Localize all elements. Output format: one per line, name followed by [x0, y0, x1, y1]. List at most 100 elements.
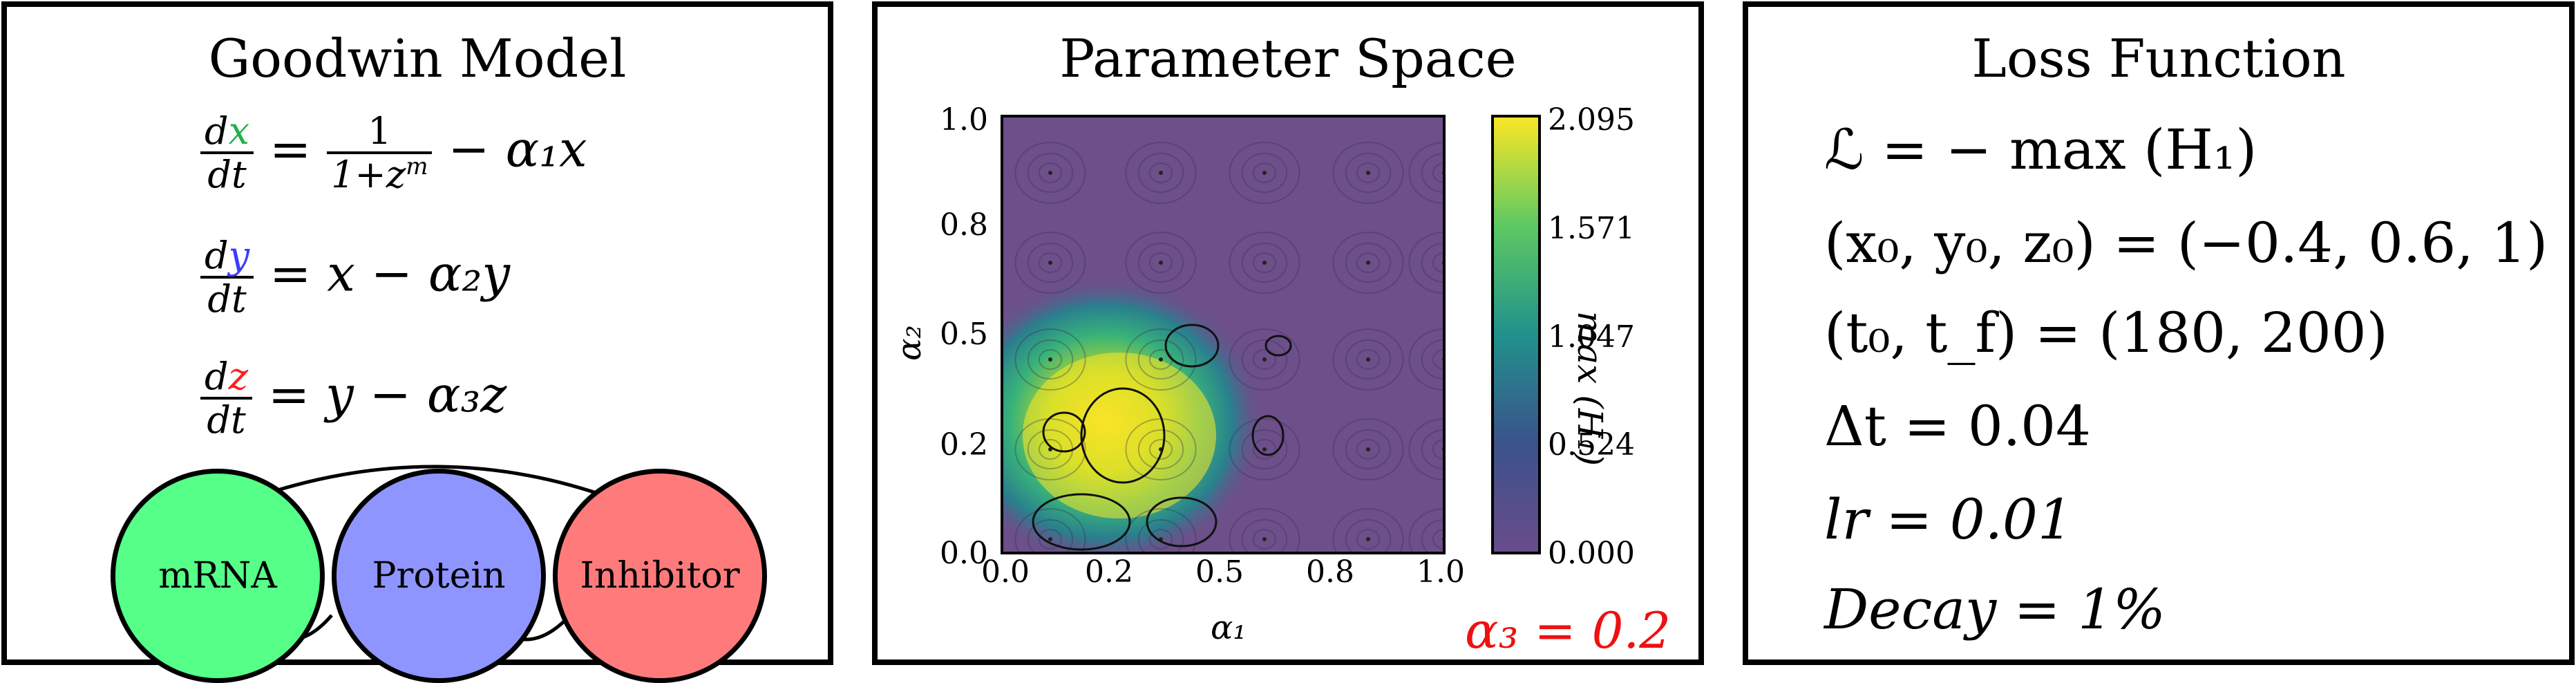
- equation-dy-dt: dy dt = x − α₂y: [200, 235, 510, 320]
- contour-center: [1159, 261, 1163, 265]
- contour-ring: [1014, 508, 1086, 553]
- contour-ring: [1252, 349, 1277, 370]
- colorbar: [1491, 115, 1541, 554]
- contour-ring: [1345, 243, 1392, 283]
- contour-ring: [1356, 162, 1381, 183]
- contour-ring: [1014, 232, 1086, 294]
- contour-ring: [1432, 529, 1444, 550]
- contour-center: [1262, 537, 1267, 541]
- contour-ring: [1137, 153, 1184, 193]
- equation-dx-dt: dx dt = 1 1+zm − α₁x: [200, 111, 587, 196]
- contour-center: [1366, 261, 1370, 265]
- loss-function-title: Loss Function: [1971, 28, 2346, 89]
- x-tick-label: 0.0: [981, 554, 1030, 590]
- x-tick-label: 0.2: [1085, 554, 1133, 590]
- contour-ring: [1252, 529, 1277, 550]
- contour-center: [1366, 537, 1370, 541]
- contour-ring: [1148, 252, 1173, 273]
- contour-center: [1366, 171, 1370, 175]
- node-inhibitor: Inhibitor: [553, 469, 767, 683]
- contour-ring: [1252, 162, 1277, 183]
- x-tick-label: 0.5: [1195, 554, 1244, 590]
- contour-ring: [1038, 252, 1063, 273]
- contour-ring: [1027, 339, 1074, 380]
- contour-ring: [1027, 153, 1074, 193]
- edge-mrna-inhibitor: [234, 465, 629, 507]
- contour-center: [1262, 171, 1267, 175]
- node-mrna: mRNA: [111, 469, 325, 683]
- contour-ring: [1229, 328, 1300, 391]
- contour-ring-dark: [1146, 496, 1218, 548]
- contour-ring-dark: [1164, 324, 1220, 368]
- parameter-space-title: Parameter Space: [1059, 28, 1517, 89]
- contour-ring: [1432, 252, 1444, 273]
- colorbar-label: max (H₁): [1570, 311, 1610, 466]
- contour-ring: [1332, 328, 1404, 391]
- hill-term: 1 1+zm: [327, 111, 433, 196]
- contour-ring: [1332, 418, 1404, 480]
- x-axis-label: α₁: [1211, 608, 1247, 647]
- contour-ring: [1038, 162, 1063, 183]
- contour-ring: [1356, 529, 1381, 550]
- contour-ring: [1229, 508, 1300, 553]
- y-tick-label: 0.5: [940, 317, 988, 352]
- contour-ring: [1137, 429, 1184, 469]
- contour-ring: [1332, 508, 1404, 553]
- contour-ring: [1038, 529, 1063, 550]
- contour-ring: [1125, 142, 1197, 204]
- plot-frame: [1001, 115, 1446, 554]
- x-tick-label: 0.8: [1306, 554, 1354, 590]
- contour-ring: [1241, 339, 1288, 380]
- contour-center: [1048, 537, 1052, 541]
- contour-ring: [1137, 243, 1184, 283]
- contour-ring: [1408, 232, 1444, 294]
- contour-ring-dark: [1032, 493, 1131, 551]
- contour-ring: [1432, 349, 1444, 370]
- contour-ring: [1356, 252, 1381, 273]
- initial-condition: (x₀, y₀, z₀) = (−0.4, 0.6, 1): [1824, 211, 2548, 275]
- contour-ring: [1408, 508, 1444, 553]
- contour-ring: [1038, 439, 1063, 460]
- contour-ring: [1345, 153, 1392, 193]
- contour-ring: [1038, 349, 1063, 370]
- contour-center: [1262, 447, 1267, 451]
- loss-equation: ℒ = − max (H₁): [1824, 118, 2257, 182]
- y-tick-label: 0.2: [940, 427, 988, 462]
- contour-ring: [1148, 162, 1173, 183]
- derivative-dy: dy dt: [200, 235, 254, 320]
- heatmap-plot: [1001, 115, 1541, 554]
- contour-ring: [1345, 519, 1392, 553]
- contour-ring: [1432, 439, 1444, 460]
- contour-ring: [1027, 519, 1074, 553]
- goodwin-panel: Goodwin Model dx dt = 1 1+zm − α₁x dy dt…: [1, 1, 833, 683]
- contour-ring: [1332, 232, 1404, 294]
- contour-ring-dark: [1042, 411, 1086, 453]
- time-window: (t₀, t_f) = (180, 200): [1824, 301, 2388, 365]
- contour-ring: [1432, 162, 1444, 183]
- contour-ring: [1137, 339, 1184, 380]
- y-tick-label: 0.8: [940, 207, 988, 243]
- contour-ring: [1137, 519, 1184, 553]
- contour-ring: [1345, 429, 1392, 469]
- contour-center: [1262, 357, 1267, 362]
- contour-ring: [1229, 418, 1300, 480]
- colorbar-tick-label: 2.095: [1548, 102, 1635, 138]
- contour-ring: [1408, 142, 1444, 204]
- contour-ring: [1027, 243, 1074, 283]
- contour-ring: [1241, 153, 1288, 193]
- colorbar-tick-label: 1.047: [1548, 319, 1635, 355]
- loss-function-panel: Loss Function ℒ = − max (H₁) (x₀, y₀, z₀…: [1743, 1, 2575, 665]
- colorbar-tick-label: 0.000: [1548, 536, 1635, 571]
- contour-center: [1262, 261, 1267, 265]
- contour-ring: [1356, 349, 1381, 370]
- colorbar-tick-label: 1.571: [1548, 211, 1635, 246]
- contour-ring-dark: [1251, 415, 1285, 456]
- decay: Decay = 1%: [1824, 577, 2166, 642]
- x-tick-label: 1.0: [1417, 554, 1465, 590]
- heatmap-hotspot: [1002, 277, 1265, 553]
- learning-rate: lr = 0.01: [1824, 487, 2073, 552]
- contour-ring: [1014, 328, 1086, 391]
- y-axis-label: α₂: [889, 325, 929, 361]
- contour-ring: [1408, 328, 1444, 391]
- contour-ring: [1241, 429, 1288, 469]
